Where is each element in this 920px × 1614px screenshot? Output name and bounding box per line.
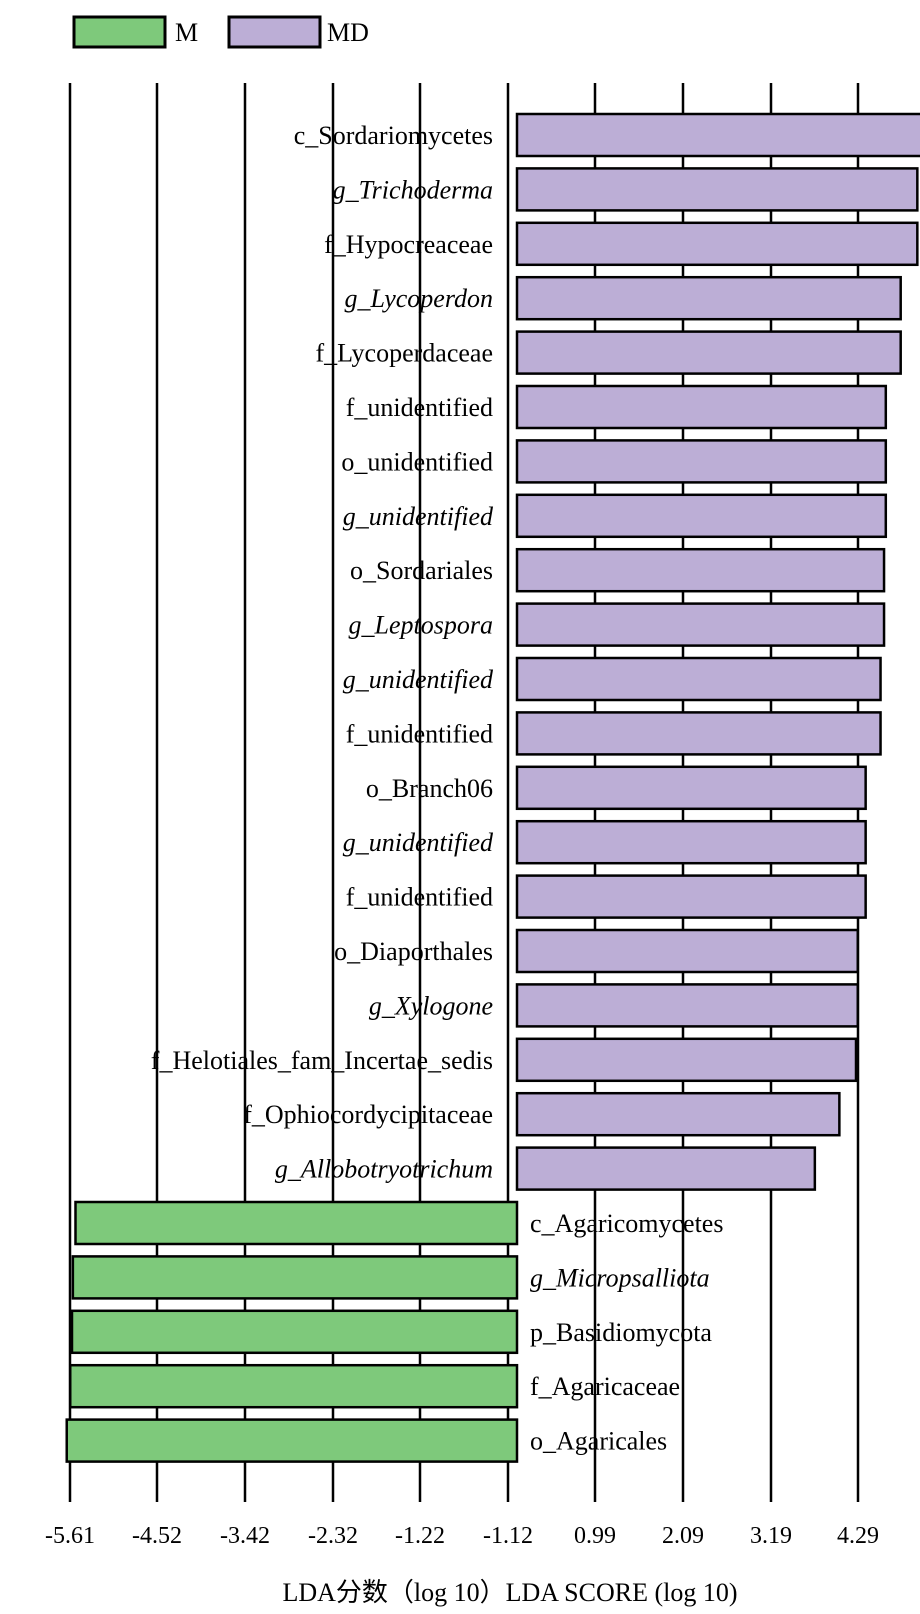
- bar-label: f_Hypocreaceae: [324, 230, 493, 259]
- bar-label: f_Ophiocordycipitaceae: [243, 1100, 493, 1129]
- bar-label: g_unidentified: [343, 502, 494, 531]
- bar: [515, 1146, 817, 1191]
- bar-label: o_Diaporthales: [334, 937, 493, 966]
- bar: [515, 439, 888, 484]
- x-tick-label: -1.12: [483, 1523, 533, 1549]
- bar: [515, 656, 882, 702]
- bars-group: [65, 112, 920, 1463]
- legend-label: M: [175, 18, 198, 47]
- bar-label: g_unidentified: [343, 828, 494, 857]
- bar: [515, 1091, 841, 1137]
- x-tick-label: -5.61: [45, 1523, 95, 1549]
- bar-label: f_unidentified: [346, 719, 493, 748]
- bar-label: f_unidentified: [346, 883, 493, 912]
- bar: [515, 493, 888, 539]
- bar-label: g_Allobotryotrichum: [275, 1155, 493, 1184]
- bar: [515, 819, 867, 865]
- bar-label: g_Trichoderma: [333, 175, 493, 204]
- bar-labels-group: c_Sordariomycetes g_Trichoderma f_Hypocrea…: [151, 121, 724, 1456]
- x-tick-label: -3.42: [220, 1523, 270, 1549]
- bar: [515, 711, 882, 756]
- bar-label: p_Basidiomycota: [530, 1318, 712, 1347]
- bar-label: g_Leptospora: [349, 611, 493, 640]
- x-tick-label: -1.22: [395, 1523, 445, 1549]
- bar: [515, 221, 919, 267]
- bar-label: g_Xylogone: [369, 991, 493, 1020]
- bar-label: g_Micropsalliota: [530, 1263, 710, 1292]
- bar-label: o_unidentified: [341, 447, 493, 476]
- bar-label: o_Branch06: [366, 774, 493, 803]
- legend-label: MD: [327, 18, 369, 47]
- legend: M MD: [72, 15, 369, 49]
- bar-label: f_Agaricaceae: [530, 1372, 680, 1401]
- bar: [515, 983, 860, 1028]
- bar: [515, 330, 902, 375]
- bar: [68, 1363, 519, 1409]
- bar: [515, 765, 867, 811]
- bar: [515, 547, 886, 593]
- bar: [515, 167, 919, 212]
- bar: [515, 384, 888, 430]
- bar: [515, 928, 860, 974]
- bar-label: c_Agaricomycetes: [530, 1209, 723, 1238]
- x-axis-title: LDA分数（log 10）LDA SCORE (log 10): [282, 1578, 737, 1607]
- bar: [515, 1037, 858, 1083]
- x-tick-label: 3.19: [750, 1523, 792, 1549]
- bar-label: c_Sordariomycetes: [294, 121, 493, 150]
- bar: [515, 602, 886, 647]
- x-tick-label: 2.09: [662, 1523, 704, 1549]
- legend-swatch: [72, 15, 167, 49]
- bar-label: o_Sordariales: [350, 556, 493, 585]
- bar: [71, 1255, 519, 1300]
- bar-label: o_Agaricales: [530, 1427, 667, 1456]
- bar: [515, 874, 867, 919]
- tick-labels-group: -5.61 -4.52 -3.42 -2.32 -1.22 -1.12 0.99 2.09 3.…: [45, 1523, 879, 1549]
- bar: [70, 1309, 519, 1355]
- bar: [65, 1418, 519, 1463]
- x-tick-label: 0.99: [574, 1523, 616, 1549]
- bar-label: f_Helotiales_fam_Incertae_sedis: [151, 1046, 493, 1075]
- legend-swatch: [227, 15, 322, 49]
- bar-label: f_unidentified: [346, 393, 493, 422]
- bar: [515, 112, 920, 158]
- bar: [74, 1200, 519, 1246]
- x-tick-label: 4.29: [837, 1523, 879, 1549]
- bar-label: g_Lycoperdon: [345, 284, 493, 313]
- bar-label: f_Lycoperdaceae: [315, 339, 493, 368]
- bar-label: g_unidentified: [343, 665, 494, 694]
- x-tick-label: -2.32: [308, 1523, 358, 1549]
- x-tick-label: -4.52: [132, 1523, 182, 1549]
- bar: [515, 275, 902, 321]
